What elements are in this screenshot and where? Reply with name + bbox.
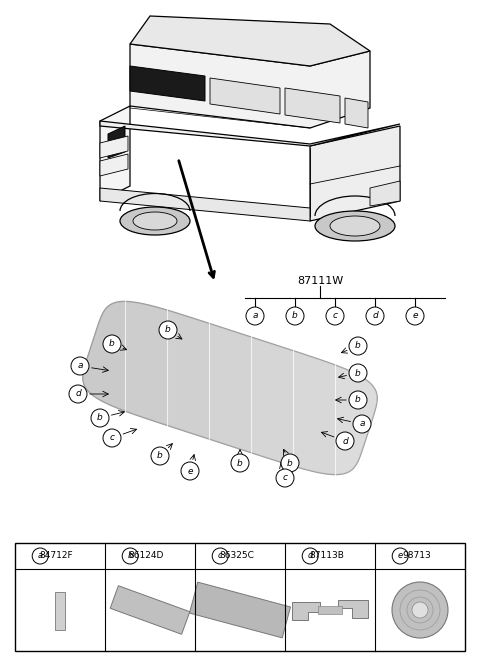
Circle shape: [281, 454, 299, 472]
Text: b: b: [355, 396, 361, 405]
Polygon shape: [285, 88, 340, 123]
Polygon shape: [130, 66, 205, 101]
Circle shape: [353, 415, 371, 433]
Polygon shape: [345, 98, 368, 128]
Circle shape: [159, 321, 177, 339]
Circle shape: [212, 548, 228, 564]
Text: d: d: [75, 390, 81, 398]
Polygon shape: [100, 188, 310, 221]
Circle shape: [122, 548, 138, 564]
Text: b: b: [109, 340, 115, 348]
Text: 86124D: 86124D: [129, 552, 164, 560]
Polygon shape: [100, 154, 128, 176]
Circle shape: [286, 307, 304, 325]
Circle shape: [406, 307, 424, 325]
Text: b: b: [355, 342, 361, 350]
Text: 84712F: 84712F: [39, 552, 73, 560]
Circle shape: [181, 462, 199, 480]
Polygon shape: [292, 602, 320, 620]
Polygon shape: [83, 301, 377, 474]
Text: e: e: [412, 312, 418, 321]
Text: c: c: [109, 434, 115, 443]
Circle shape: [336, 432, 354, 450]
Text: b: b: [128, 552, 133, 560]
Ellipse shape: [120, 207, 190, 235]
Polygon shape: [83, 301, 377, 474]
Polygon shape: [83, 301, 377, 474]
Circle shape: [69, 385, 87, 403]
Polygon shape: [108, 126, 125, 158]
Circle shape: [276, 469, 294, 487]
Polygon shape: [100, 136, 128, 158]
Circle shape: [302, 548, 318, 564]
Ellipse shape: [330, 216, 380, 236]
Polygon shape: [100, 121, 400, 146]
Text: 87111W: 87111W: [297, 276, 343, 286]
Text: b: b: [157, 451, 163, 461]
Circle shape: [392, 582, 448, 638]
Circle shape: [412, 602, 428, 618]
Text: 98713: 98713: [402, 552, 431, 560]
Text: a: a: [77, 361, 83, 371]
Ellipse shape: [315, 211, 395, 241]
Text: c: c: [283, 474, 288, 483]
Text: b: b: [355, 369, 361, 377]
Text: 87113B: 87113B: [309, 552, 344, 560]
Text: d: d: [308, 552, 313, 560]
Circle shape: [349, 337, 367, 355]
Text: e: e: [187, 466, 193, 476]
Text: b: b: [287, 459, 293, 468]
Polygon shape: [130, 44, 370, 128]
Circle shape: [366, 307, 384, 325]
Polygon shape: [210, 78, 280, 114]
Polygon shape: [370, 181, 400, 206]
Polygon shape: [83, 301, 377, 474]
Polygon shape: [83, 301, 377, 474]
Polygon shape: [110, 586, 190, 634]
Text: a: a: [252, 312, 258, 321]
Polygon shape: [130, 16, 370, 66]
Text: c: c: [333, 312, 337, 321]
Bar: [15, 543, 465, 651]
Polygon shape: [83, 301, 377, 474]
Circle shape: [326, 307, 344, 325]
Polygon shape: [100, 106, 130, 201]
Text: 86325C: 86325C: [219, 552, 254, 560]
Polygon shape: [83, 301, 377, 474]
Text: a: a: [37, 552, 43, 560]
Circle shape: [71, 357, 89, 375]
Circle shape: [349, 364, 367, 382]
Circle shape: [349, 391, 367, 409]
Text: d: d: [342, 436, 348, 445]
Circle shape: [103, 335, 121, 353]
Bar: [55, 592, 65, 630]
Text: b: b: [237, 459, 243, 468]
Text: e: e: [397, 552, 403, 560]
Polygon shape: [338, 600, 368, 618]
Circle shape: [91, 409, 109, 427]
Text: d: d: [372, 312, 378, 321]
Polygon shape: [310, 126, 400, 221]
Text: a: a: [359, 419, 365, 428]
Bar: [318, 606, 342, 614]
Ellipse shape: [133, 212, 177, 230]
Circle shape: [246, 307, 264, 325]
Text: b: b: [97, 413, 103, 422]
Circle shape: [32, 548, 48, 564]
Text: b: b: [292, 312, 298, 321]
Text: b: b: [165, 325, 171, 335]
Circle shape: [392, 548, 408, 564]
Circle shape: [151, 447, 169, 465]
Polygon shape: [190, 582, 290, 638]
Text: c: c: [218, 552, 223, 560]
Polygon shape: [83, 301, 377, 474]
Circle shape: [103, 429, 121, 447]
Circle shape: [231, 454, 249, 472]
